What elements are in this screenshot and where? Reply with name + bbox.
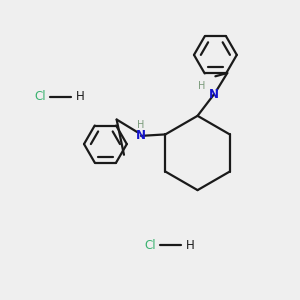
Text: H: H	[186, 238, 194, 252]
Text: H: H	[137, 120, 144, 130]
Text: Cl: Cl	[34, 90, 46, 103]
Text: H: H	[198, 81, 205, 91]
Text: N: N	[136, 129, 146, 142]
Text: H: H	[76, 90, 85, 103]
Text: Cl: Cl	[144, 238, 156, 252]
Text: N: N	[209, 88, 219, 101]
